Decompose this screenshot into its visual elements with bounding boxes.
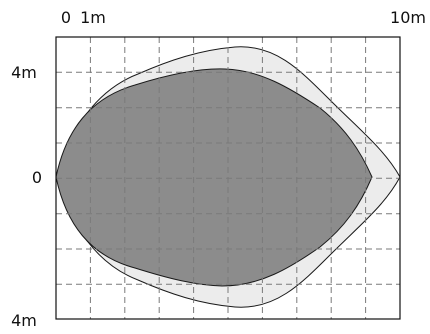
y-label-zero: 0 [32, 168, 42, 187]
y-label-top: 4m [11, 63, 37, 82]
inner-zone [55, 68, 373, 287]
x-label-one-meter: 1m [80, 8, 106, 27]
diagram-frame [55, 36, 401, 320]
x-label-ten-meters: 10m [390, 8, 426, 27]
y-label-bottom: 4m [11, 311, 37, 329]
x-label-zero: 0 [61, 8, 71, 27]
grid-lines [56, 37, 400, 319]
